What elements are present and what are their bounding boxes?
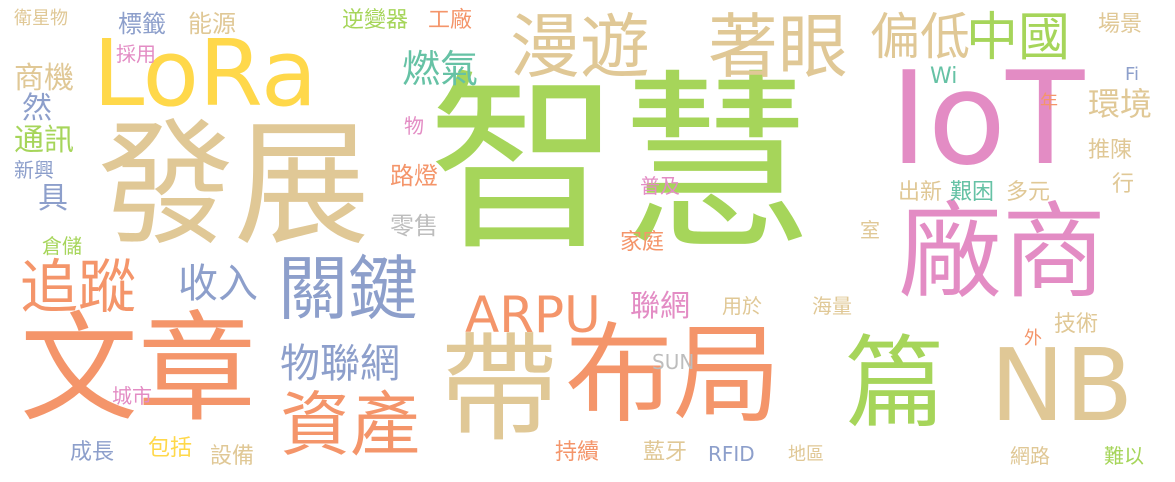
word-duoyuan: 多元 xyxy=(1006,180,1051,205)
word-ran: 然 xyxy=(22,91,52,126)
word-dai: 帶 xyxy=(440,320,559,458)
word-caiyong: 採用 xyxy=(116,42,156,66)
word-weixingwu: 衛星物 xyxy=(14,8,68,29)
word-fazhan: 發展 xyxy=(98,107,370,265)
word-nanyi: 難以 xyxy=(1104,444,1144,468)
word-diqu: 地區 xyxy=(788,444,824,465)
word-ju: 具 xyxy=(38,181,68,216)
word-zhuizong: 追蹤 xyxy=(20,253,137,321)
word-zhongguo: 中國 xyxy=(966,8,1071,68)
word-xing: 行 xyxy=(1112,172,1135,197)
word-zhuoyan: 著眼 xyxy=(708,6,848,88)
word-changshang: 廠商 xyxy=(898,191,1107,313)
word-nengyuan: 能源 xyxy=(188,10,236,38)
word-ranqi: 燃氣 xyxy=(402,47,479,91)
word-pian: 篇 xyxy=(845,325,945,442)
word-manyou: 漫遊 xyxy=(510,6,650,88)
word-iot: IoT xyxy=(890,45,1085,194)
word-sun: SUN xyxy=(652,350,695,374)
word-jiankun: 艱困 xyxy=(950,180,995,205)
word-xinxing: 新興 xyxy=(14,158,54,182)
word-tongxun: 通訊 xyxy=(14,123,74,158)
word-gongchang: 工廠 xyxy=(428,8,473,33)
word-wai: 外 xyxy=(1024,328,1042,349)
word-lanya: 藍牙 xyxy=(643,440,688,465)
word-wi: Wi xyxy=(930,64,958,89)
word-hailiang: 海量 xyxy=(812,294,852,318)
word-nibianqi: 逆變器 xyxy=(342,8,409,33)
word-wulianwang: 物聯網 xyxy=(280,341,400,387)
word-arpu: ARPU xyxy=(465,286,601,344)
word-nian: 年 xyxy=(1040,92,1058,113)
word-chengzhang: 成長 xyxy=(70,440,115,465)
word-baokuo: 包括 xyxy=(148,436,193,461)
word-chuxin: 出新 xyxy=(898,180,943,205)
word-piandi: 偏低 xyxy=(870,8,970,66)
word-jishu: 技術 xyxy=(1054,312,1099,337)
word-wenzhang: 文章 xyxy=(20,300,257,438)
word-ludeng: 路燈 xyxy=(390,162,438,190)
word-guanjian: 關鍵 xyxy=(278,248,418,330)
word-bujv: 布局 xyxy=(565,313,782,438)
word-tuichen: 推陳 xyxy=(1088,138,1133,163)
word-lingshou: 零售 xyxy=(390,212,438,240)
word-puji: 普及 xyxy=(640,174,680,198)
word-biaoqian: 標籤 xyxy=(118,10,166,38)
word-fi: Fi xyxy=(1125,64,1140,85)
word-lianwang: 聯網 xyxy=(630,289,690,324)
word-rfid: RFID xyxy=(708,442,755,466)
word-wanglu: 網路 xyxy=(1010,444,1050,468)
word-cangchu: 倉儲 xyxy=(42,234,82,258)
word-shangji: 商機 xyxy=(14,61,74,96)
word-shouru: 收入 xyxy=(178,261,258,307)
word-jiating: 家庭 xyxy=(620,230,665,255)
word-chixu: 持續 xyxy=(555,440,600,465)
word-shebei: 設備 xyxy=(210,444,255,469)
word-chengshi: 城市 xyxy=(112,384,152,408)
word-yongyu: 用於 xyxy=(722,294,762,318)
word-wu: 物 xyxy=(404,114,424,138)
word-changjing: 場景 xyxy=(1098,12,1143,37)
word-huanjing: 環境 xyxy=(1088,85,1153,123)
word-zhihui: 智慧 xyxy=(428,54,812,277)
word-lora: LoRa xyxy=(93,20,318,127)
word-nb: NB xyxy=(990,327,1134,444)
word-shi: 室 xyxy=(860,218,880,242)
word-zichan: 資產 xyxy=(280,384,420,466)
